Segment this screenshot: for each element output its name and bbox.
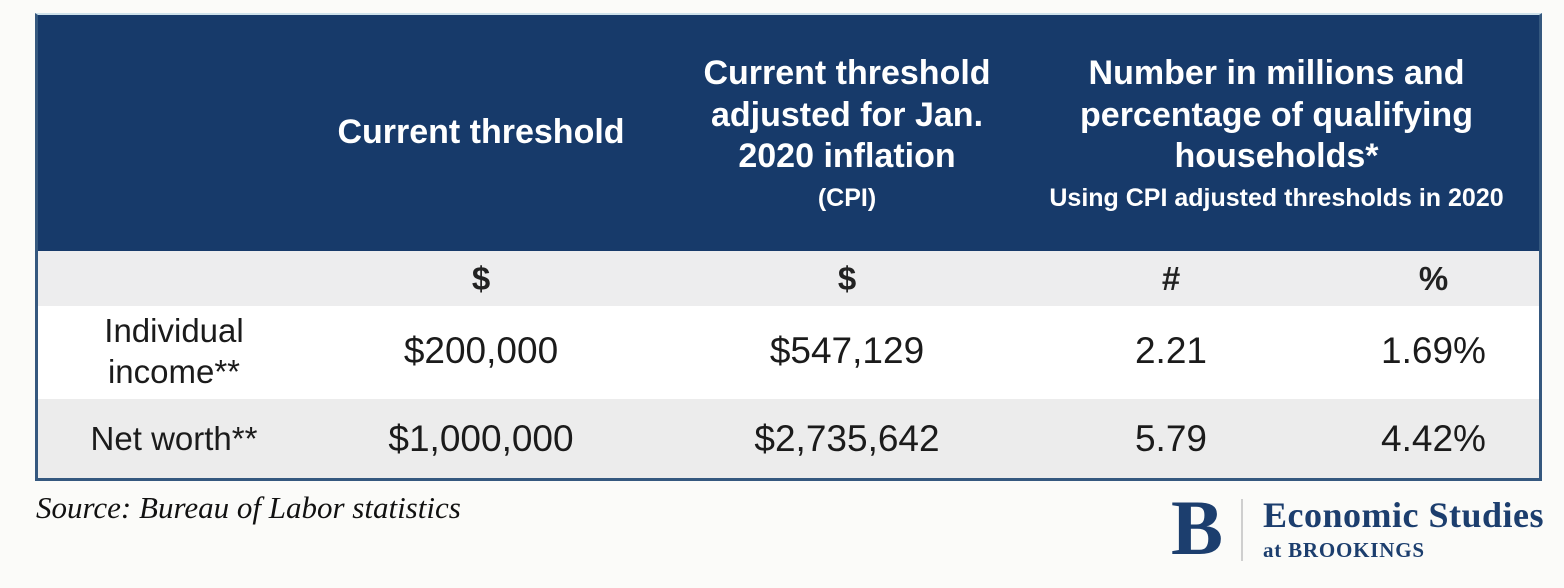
table-row-net-worth: Net worth** $1,000,000 $2,735,642 5.79 4… [38,396,1539,478]
unit-row: $ $ # % [38,251,1539,306]
header-current-threshold-label: Current threshold [337,113,625,152]
unit-cell-number: # [1161,259,1181,297]
cell-households-percent: 1.69% [1381,330,1486,371]
unit-cell-dollar-2: $ [837,259,857,297]
cell-households-millions: 5.79 [1134,417,1207,459]
logo-wordmark: Economic Studies at BROOKINGS [1262,494,1544,564]
cell-current-threshold: $1,000,000 [388,417,574,459]
source-note: Source: Bureau of Labor statistics [36,490,461,525]
header-cell-empty [38,15,282,251]
header-cell-adjusted-threshold: Current threshold adjusted for Jan. 2020… [680,15,1014,251]
header-cell-current-threshold: Current threshold [282,15,680,251]
logo-divider [1240,499,1243,561]
cell-adjusted-threshold: $547,129 [769,330,925,371]
unit-cell-dollar-1: $ [471,259,491,297]
unit-cell-empty [38,251,282,306]
table-header-row: Current threshold Current threshold adju… [38,15,1539,251]
header-cpi-adjusted-note: Using CPI adjusted thresholds in 2020 [1049,183,1504,212]
cell-current-threshold: $200,000 [403,330,559,371]
table-row-individual-income: Individual income** $200,000 $547,129 2.… [38,306,1539,396]
brookings-logo: B Economic Studies at BROOKINGS [1171,488,1544,572]
header-adjusted-threshold-label: Current threshold adjusted for Jan. 2020… [703,54,991,176]
logo-institution-name: at BROOKINGS [1262,538,1425,563]
header-cell-qualifying-households: Number in millions and percentage of qua… [1014,15,1539,251]
cell-households-percent: 4.42% [1381,417,1486,459]
cell-households-millions: 2.21 [1134,330,1207,371]
thresholds-table: Current threshold Current threshold adju… [35,13,1542,481]
unit-cell-percent: % [1418,259,1449,297]
row-label: Individual income** [104,311,244,390]
cell-adjusted-threshold: $2,735,642 [754,417,940,459]
logo-program-name: Economic Studies [1262,494,1544,535]
brookings-monogram: B [1170,484,1223,571]
header-qualifying-households-label: Number in millions and percentage of qua… [1080,54,1473,176]
row-label: Net worth** [90,419,258,457]
header-cpi-note: (CPI) [817,183,877,212]
